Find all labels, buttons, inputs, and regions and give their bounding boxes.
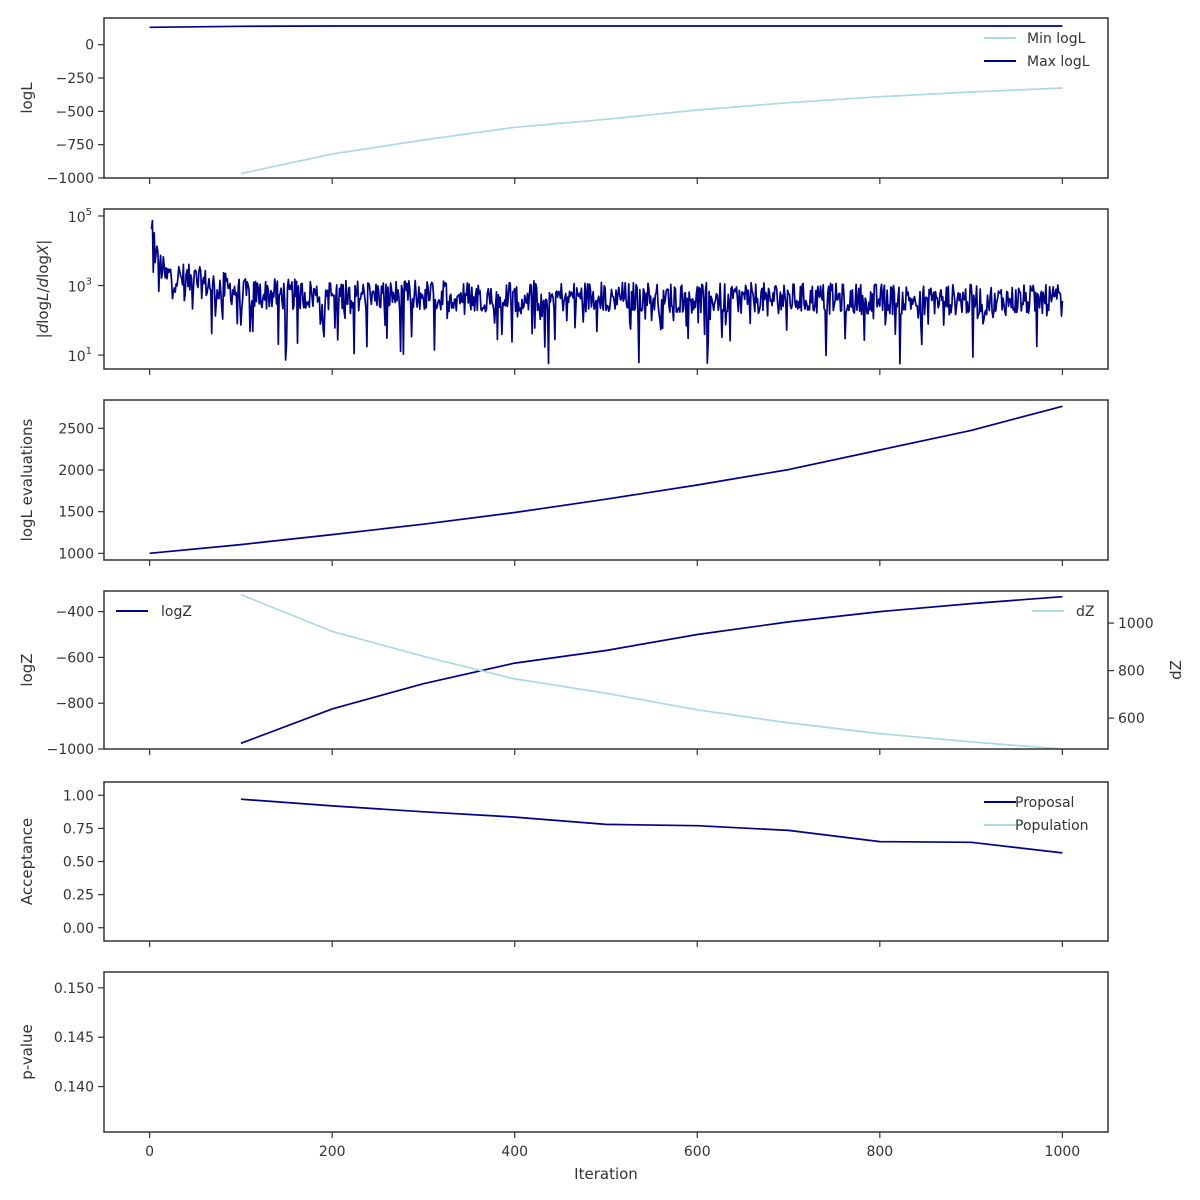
y-tick-label: 0.75 — [63, 821, 94, 837]
x-tick-label: 200 — [319, 1144, 346, 1160]
y-right-tick-label: 800 — [1118, 664, 1145, 680]
series-line-main — [149, 405, 1063, 555]
axes-frame — [103, 781, 1109, 942]
y-tick-label: −600 — [56, 650, 94, 666]
panel-6: 0.150 0.145 0.140 0 200 400 600 800 1000 p-value — [18, 971, 1109, 1160]
y-tick-label: 1.00 — [63, 788, 94, 804]
axes-frame — [103, 399, 1109, 561]
y-tick-label: 0.150 — [54, 981, 94, 997]
series-line-max-logl — [149, 25, 1063, 29]
axes-frame — [103, 971, 1109, 1133]
x-tick-label: 0 — [145, 1144, 154, 1160]
x-tick-label: 1000 — [1045, 1144, 1081, 1160]
x-axis-label: Iteration — [574, 1165, 638, 1183]
legend-label: logZ — [161, 604, 192, 620]
series-line-dz — [240, 593, 1063, 750]
series-line-logz — [240, 595, 1063, 745]
x-tick-label: 600 — [684, 1144, 711, 1160]
y-tick-label: 2500 — [58, 421, 94, 437]
y-tick-label: −250 — [56, 71, 94, 87]
y-tick-label: 0.25 — [63, 888, 94, 904]
legend-label: Max logL — [1027, 54, 1090, 70]
y-axis-label: Acceptance — [18, 818, 36, 905]
y-tick-label: 0.140 — [54, 1080, 94, 1096]
y-axis-label: logL — [18, 82, 36, 114]
y-tick-label: 105 — [68, 207, 92, 226]
y-axis-label: |dlogL/dlogX| — [34, 240, 52, 339]
y-right-tick-label: 600 — [1118, 711, 1145, 727]
y-axis-label: logL evaluations — [18, 418, 36, 541]
y-axis-label: p-value — [18, 1024, 36, 1080]
y-tick-label: 0.50 — [63, 855, 94, 871]
axes-frame — [103, 208, 1109, 370]
panel-4: −400 −600 −800 −1000 1000 800 600 dZ logZ logZ dZ — [18, 590, 1185, 758]
legend-label: dZ — [1076, 604, 1094, 620]
y-tick-label: 0.145 — [54, 1030, 94, 1046]
y-right-axis-label: dZ — [1167, 660, 1185, 680]
y-tick-label: 101 — [68, 346, 92, 365]
legend-label: Min logL — [1027, 31, 1086, 47]
panel-2: 101 103 105 |dlogL/dlogX| — [34, 207, 1109, 375]
y-tick-label: 0 — [85, 38, 94, 54]
legend-label: Proposal — [1015, 795, 1074, 811]
y-tick-label: 103 — [68, 277, 92, 296]
panel-1: 0 −250 −500 −750 −1000 logL Min logL Max logL — [18, 17, 1109, 187]
y-tick-label: 1000 — [58, 546, 94, 562]
series-line-noisy — [150, 219, 1064, 365]
legend-label: Population — [1015, 818, 1089, 834]
y-tick-label: 2000 — [58, 463, 94, 479]
series-line-min-logl — [240, 87, 1063, 175]
x-tick-label: 800 — [866, 1144, 893, 1160]
y-tick-label: −800 — [56, 696, 94, 712]
y-right-tick-label: 1000 — [1118, 616, 1154, 632]
axes-frame — [103, 17, 1109, 179]
axes-frame — [103, 590, 1109, 750]
y-tick-label: 1500 — [58, 505, 94, 521]
y-tick-label: −1000 — [47, 171, 94, 187]
panel-3: 1000 1500 2000 2500 logL evaluations — [18, 399, 1109, 566]
y-tick-label: 0.00 — [63, 921, 94, 937]
panel-5: 1.00 0.75 0.50 0.25 0.00 Acceptance Proposal Po… — [18, 781, 1109, 947]
x-tick-label: 400 — [501, 1144, 528, 1160]
y-tick-label: −400 — [56, 605, 94, 621]
y-tick-label: −750 — [56, 138, 94, 154]
series-line-proposal — [240, 798, 1063, 854]
y-axis-label: logZ — [18, 653, 36, 686]
y-tick-label: −1000 — [47, 742, 94, 758]
y-tick-label: −500 — [56, 104, 94, 120]
